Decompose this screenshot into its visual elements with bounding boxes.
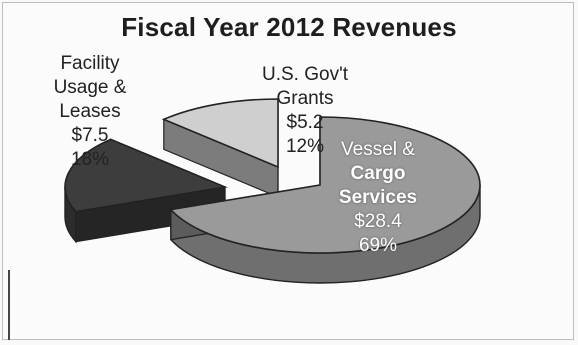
label-grants-line2: Grants	[276, 88, 334, 109]
chart-title: Fiscal Year 2012 Revenues	[121, 12, 457, 42]
label-grants-value: $5.2	[286, 112, 324, 133]
label-facility-value: $7.5	[71, 125, 109, 146]
label-facility-line3: Leases	[59, 101, 121, 122]
label-facility-line2: Usage &	[53, 77, 127, 98]
label-vessel-line2: Cargo	[350, 163, 406, 184]
label-facility: Facility Usage & Leases $7.5 18%	[30, 52, 150, 172]
label-vessel-line1: Vessel &	[341, 139, 415, 160]
label-vessel: Vessel & Cargo Services $28.4 69%	[318, 138, 438, 258]
pie-slice-0	[169, 116, 481, 284]
label-vessel-percent: 69%	[358, 235, 398, 256]
pie-slice-top-2	[161, 98, 279, 169]
label-facility-percent: 18%	[70, 149, 110, 170]
pie-slice-2	[161, 98, 279, 198]
label-grants-line1: U.S. Gov't	[262, 64, 348, 85]
label-grants-percent: 12%	[285, 136, 325, 157]
pie-slice-top-0	[169, 116, 481, 254]
pie-slice-top-1	[64, 138, 228, 213]
label-grants: U.S. Gov't Grants $5.2 12%	[250, 63, 360, 159]
label-facility-line1: Facility	[60, 53, 120, 74]
frame-edge-line	[8, 270, 10, 340]
label-vessel-line3: Services	[338, 187, 418, 208]
label-vessel-value: $28.4	[354, 211, 402, 232]
